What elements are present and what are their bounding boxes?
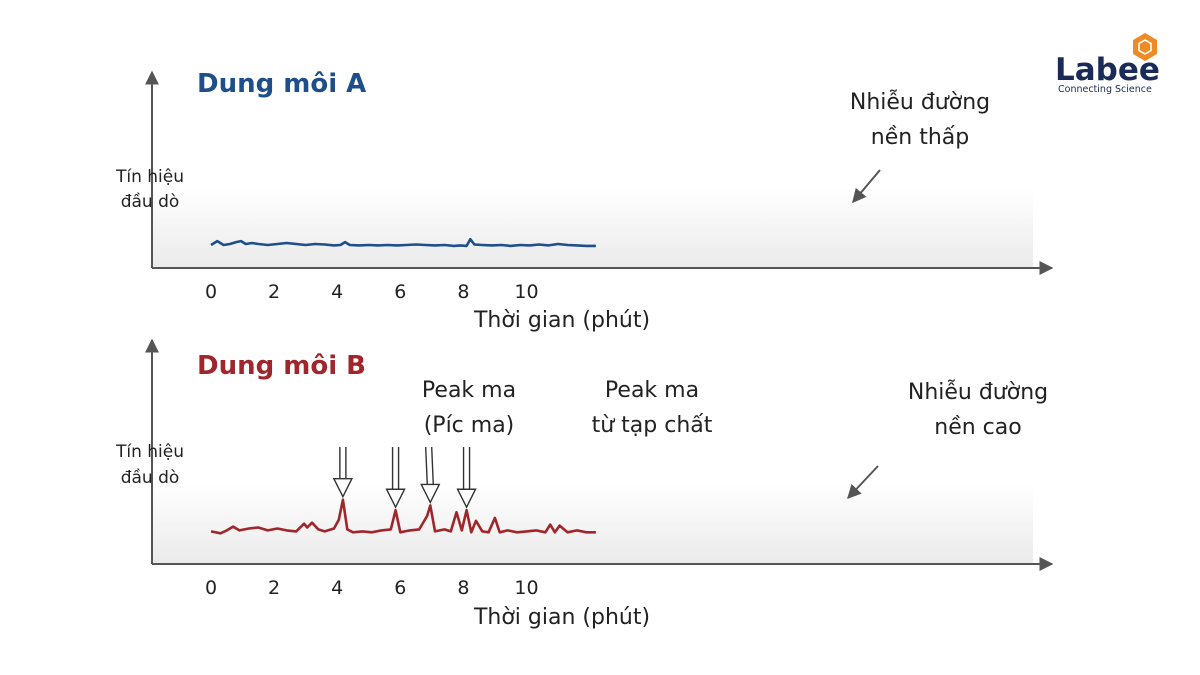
plot-shading	[153, 188, 1033, 268]
annotation-ghost-peak-line-2: (Píc ma)	[424, 413, 515, 438]
annotation-high-noise-line-2: nền cao	[934, 415, 1021, 440]
x-tick-label: 6	[394, 577, 406, 599]
y-axis-label-line-1: Tín hiệu	[115, 442, 184, 462]
chart-panel-solvent-b: Dung môi B Tín hiệu đầu dò 0 2 4 6 8 10 Thời …	[115, 338, 1054, 630]
y-axis-label-line-1: Tín hiệu	[115, 167, 184, 187]
chart-title: Dung môi B	[197, 351, 366, 381]
peak-arrow-icon	[385, 447, 406, 509]
annotation-low-noise-arrow	[852, 169, 881, 204]
x-axis-label: Thời gian (phút)	[473, 605, 650, 630]
x-tick-label: 4	[331, 281, 343, 303]
x-tick-label: 10	[514, 281, 538, 303]
chart-title: Dung môi A	[197, 69, 366, 99]
chart-panel-solvent-a: Dung môi A Tín hiệu đầu dò 0 2 4 6 8 10 Thời …	[115, 69, 1054, 333]
x-tick-label: 2	[268, 577, 280, 599]
x-tick-label: 0	[205, 577, 217, 599]
series-line-solvent-b	[210, 498, 596, 535]
y-axis-label-line-2: đầu dò	[121, 467, 180, 488]
logo-name: Labee	[1055, 52, 1160, 88]
labee-logo: Labee Connecting Science	[1055, 33, 1160, 95]
plot-shading	[153, 484, 1033, 564]
annotation-high-noise-line-1: Nhiễu đường	[908, 379, 1048, 405]
y-axis-label-line-2: đầu dò	[121, 191, 180, 212]
annotation-high-noise-arrow	[847, 465, 879, 500]
x-ticks: 0 2 4 6 8 10	[205, 281, 539, 303]
x-tick-label: 4	[331, 577, 343, 599]
x-tick-label: 0	[205, 281, 217, 303]
peak-arrow-icon	[456, 447, 477, 509]
annotation-low-noise-line-1: Nhiễu đường	[850, 89, 990, 115]
peak-arrows	[332, 446, 477, 509]
peak-arrow-icon	[332, 447, 354, 499]
x-tick-label: 2	[268, 281, 280, 303]
x-tick-label: 8	[457, 577, 469, 599]
x-tick-label: 10	[514, 577, 538, 599]
annotation-low-noise-line-2: nền thấp	[871, 125, 969, 150]
series-line-solvent-a	[210, 237, 596, 248]
annotation-ghost-peak-line-1: Peak ma	[422, 378, 516, 403]
annotation-impurity-peak-line-2: từ tạp chất	[592, 413, 713, 438]
x-tick-label: 8	[457, 281, 469, 303]
peak-arrow-icon	[420, 446, 441, 505]
annotation-impurity-peak-line-1: Peak ma	[605, 378, 699, 403]
logo-tagline: Connecting Science	[1058, 84, 1152, 95]
hexagon-logo-icon	[1133, 33, 1157, 61]
x-ticks: 0 2 4 6 8 10	[205, 577, 539, 599]
x-tick-label: 6	[394, 281, 406, 303]
x-axis-label: Thời gian (phút)	[473, 308, 650, 333]
